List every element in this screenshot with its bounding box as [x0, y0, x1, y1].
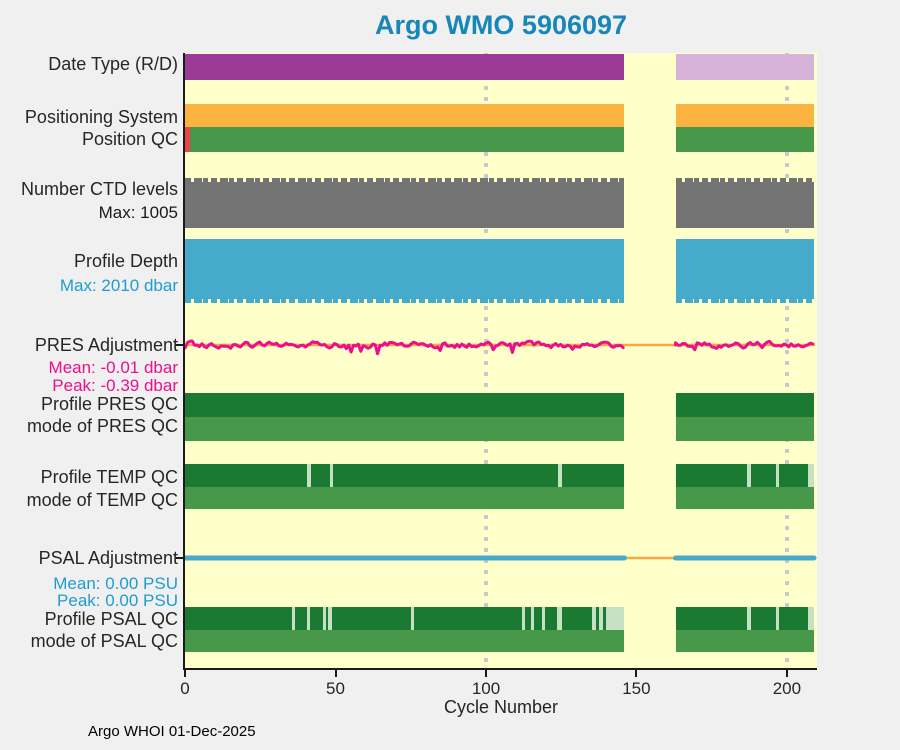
- position-qc-label: Position QC: [81, 129, 178, 149]
- y-axis-line: [183, 53, 185, 670]
- position-qc-bar: [185, 127, 190, 152]
- profile-psal-qc-bar-qc-gap: [599, 607, 603, 630]
- date-type-bar: [675, 54, 814, 80]
- profile-psal-qc-bar-qc-gap: [328, 607, 332, 630]
- footer-credit: Argo WHOI 01-Dec-2025: [88, 723, 256, 740]
- psal-peak-label: Peak: 0.00 PSU: [57, 591, 178, 610]
- profile-psal-qc-bar-qc-gap: [322, 607, 327, 630]
- ctd-levels-bar: [675, 178, 814, 228]
- ctd-levels-bar-jagged-edge: [185, 178, 625, 183]
- psal-mean-label: Mean: 0.00 PSU: [53, 574, 178, 593]
- x-tick-label: 150: [622, 679, 651, 698]
- profile-depth-bar: [185, 239, 625, 303]
- position-qc-bar: [189, 127, 625, 152]
- x-axis-line: [183, 668, 817, 670]
- profile-depth-bar-jagged-edge: [675, 298, 814, 303]
- x-axis: 0 50 100 150 200: [180, 668, 825, 728]
- date-type-bar: [185, 54, 625, 80]
- profile-depth-bar-jagged-edge: [185, 298, 625, 303]
- x-tick-label: 200: [772, 679, 802, 698]
- ctd-levels-bar: [185, 178, 625, 228]
- mode-psal-qc-bar: [185, 630, 625, 652]
- pres-adjustment-line-zero-tick: [176, 344, 184, 346]
- profile-temp-qc-bar: [185, 464, 625, 487]
- profile-temp-qc-bar: [808, 464, 814, 487]
- x-tick-label: 0: [180, 679, 190, 698]
- mode-psal-qc-bar: [675, 630, 814, 652]
- psal-adjustment-label: PSAL Adjustment: [38, 548, 178, 568]
- row-labels-column: Date Type (R/D) Positioning System Positio…: [0, 0, 181, 750]
- profile-temp-qc-label: Profile TEMP QC: [40, 467, 178, 487]
- psal-adjustment-line-zero-tick: [176, 557, 184, 559]
- dotted-gridline: [784, 53, 789, 668]
- profile-psal-qc-bar: [675, 607, 808, 630]
- ctd-levels-label: Number CTD levels: [20, 179, 178, 199]
- profile-temp-qc-bar-qc-gap: [747, 464, 752, 487]
- mode-temp-qc-label: mode of TEMP QC: [26, 490, 178, 510]
- profile-psal-qc-bar: [808, 607, 814, 630]
- positioning-system-label: Positioning System: [24, 107, 178, 127]
- mode-pres-qc-label: mode of PRES QC: [26, 416, 178, 436]
- profile-temp-qc-bar-qc-gap: [558, 464, 563, 487]
- page-title: Argo WMO 5906097: [374, 10, 628, 40]
- profile-psal-qc-bar-qc-gap: [541, 607, 546, 630]
- profile-psal-qc-bar-qc-gap: [410, 607, 415, 630]
- profile-temp-qc-bar-qc-gap: [306, 464, 311, 487]
- pres-peak-label: Peak: -0.39 dbar: [52, 376, 178, 395]
- profile-psal-qc-bar-qc-gap: [530, 607, 535, 630]
- profile-psal-qc-bar-qc-gap: [306, 607, 311, 630]
- dotted-gridline: [484, 53, 488, 668]
- depth-max-label: Max: 2010 dbar: [59, 276, 178, 295]
- positioning-system-bar: [675, 104, 814, 127]
- position-qc-bar: [675, 127, 814, 152]
- pres-adjustment-line: [674, 339, 815, 352]
- date-type-label: Date Type (R/D): [48, 54, 178, 74]
- adjustment-lines-layer: [185, 339, 817, 561]
- profile-temp-qc-bar-qc-gap: [776, 464, 780, 487]
- x-tick: [785, 670, 788, 677]
- profile-pres-qc-bar: [185, 393, 625, 417]
- mode-psal-qc-label: mode of PSAL QC: [30, 631, 178, 651]
- ctd-levels-bar-jagged-edge: [675, 178, 814, 183]
- x-tick-label: 100: [471, 679, 501, 698]
- mode-pres-qc-bar: [675, 417, 814, 441]
- mode-temp-qc-bar: [185, 487, 625, 509]
- profile-psal-qc-bar: [185, 607, 607, 630]
- profile-psal-qc-bar-qc-gap: [747, 607, 752, 630]
- profile-depth-label: Profile Depth: [73, 251, 178, 271]
- pres-mean-label: Mean: -0.01 dbar: [48, 358, 178, 377]
- x-tick-label: 50: [326, 679, 345, 698]
- profile-temp-qc-bar-qc-gap: [330, 464, 334, 487]
- profile-psal-qc-bar-qc-gap: [592, 607, 597, 630]
- profile-psal-qc-bar-qc-gap: [521, 607, 526, 630]
- profile-temp-qc-bar: [675, 464, 808, 487]
- x-tick: [485, 670, 487, 677]
- mode-temp-qc-bar: [675, 487, 814, 509]
- profile-psal-qc-bar-qc-gap: [776, 607, 780, 630]
- x-tick: [635, 670, 638, 677]
- x-axis-title: Cycle Number: [443, 697, 559, 717]
- profile-psal-qc-label: Profile PSAL QC: [44, 609, 178, 629]
- pres-adjustment-label: PRES Adjustment: [34, 335, 178, 355]
- positioning-system-bar: [185, 104, 625, 127]
- plot-area: [176, 53, 817, 670]
- profile-psal-qc-bar-qc-gap: [291, 607, 296, 630]
- profile-psal-qc-bar: [606, 607, 625, 630]
- mode-pres-qc-bar: [185, 417, 625, 441]
- profile-psal-qc-bar-qc-gap: [557, 607, 562, 630]
- x-tick: [334, 670, 337, 677]
- profile-pres-qc-bar: [675, 393, 814, 417]
- profile-depth-bar: [675, 239, 814, 303]
- ctd-max-label: Max: 1005: [98, 203, 178, 222]
- pres-adjustment-line: [185, 339, 625, 356]
- profile-pres-qc-label: Profile PRES QC: [40, 394, 178, 414]
- x-tick: [184, 670, 186, 677]
